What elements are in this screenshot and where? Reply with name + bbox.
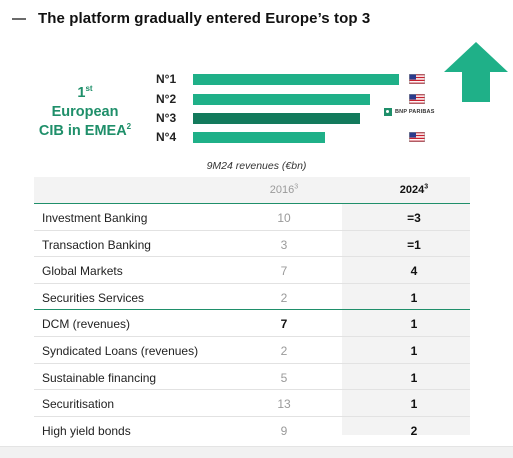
rank-bar-3 (193, 113, 360, 124)
highlight-column (342, 203, 470, 435)
us-flag-icon (409, 132, 425, 142)
up-arrow-icon (444, 42, 508, 102)
cib-label-footnote: 2 (126, 122, 132, 132)
table-row: Securitisation 13 1 (34, 390, 470, 417)
table-subtitle: 9M24 revenues (€bn) (206, 160, 307, 172)
row-label: Transaction Banking (42, 237, 151, 252)
rank-number: 1 (77, 85, 86, 101)
table-row: Securities Services 2 1 (34, 284, 470, 311)
table-row: Sustainable financing 5 1 (34, 364, 470, 391)
bnp-paribas-logo: BNP PARIBAS (384, 108, 435, 116)
row-2024: 1 (410, 317, 418, 332)
table-row: DCM (revenues) 7 1 (34, 310, 470, 337)
rank-label-1: N°1 (156, 72, 177, 86)
rank-bar-4 (193, 132, 325, 143)
title-dash (12, 17, 26, 20)
table-row: Global Markets 7 4 (34, 257, 470, 284)
table-header: 20163 20243 (34, 177, 470, 204)
cib-label-line2: CIB in EMEA (38, 123, 127, 139)
row-label: Sustainable financing (42, 370, 157, 385)
row-2016: 7 (280, 317, 288, 332)
rank-label-4: N°4 (156, 130, 177, 144)
row-2016: 13 (277, 397, 291, 412)
row-2016: 9 (280, 423, 288, 438)
row-2016: 3 (280, 237, 288, 252)
row-2024: 1 (410, 290, 418, 305)
row-2024: =3 (407, 211, 421, 225)
us-flag-icon (409, 94, 425, 104)
title-row: The platform gradually entered Europe’s … (12, 10, 370, 27)
row-label: Global Markets (42, 264, 123, 279)
row-2024: 2 (410, 423, 418, 438)
row-2024: 4 (410, 264, 418, 279)
rank-bar-2 (193, 94, 371, 105)
row-label: Syndicated Loans (revenues) (42, 343, 199, 358)
row-2016: 5 (280, 370, 288, 385)
row-label: Securities Services (42, 290, 145, 305)
row-label: Securitisation (42, 397, 115, 412)
row-label: High yield bonds (42, 423, 131, 438)
row-2024: 1 (410, 370, 418, 385)
row-2024: 1 (410, 343, 418, 358)
row-2016: 2 (280, 290, 288, 305)
rank-bar-1 (193, 74, 399, 85)
row-2024: =1 (407, 237, 421, 252)
rankings-table: 20163 20243 Investment Banking 10 =3 Tra… (34, 177, 470, 442)
cib-label-line1: European (51, 104, 119, 120)
row-label: DCM (revenues) (42, 317, 131, 332)
rank-label-2: N°2 (156, 92, 177, 106)
row-2024: 1 (410, 397, 418, 412)
row-2016: 7 (280, 264, 288, 279)
table-row: High yield bonds 9 2 (34, 417, 470, 443)
row-2016: 10 (277, 211, 291, 225)
rank-suffix: st (85, 84, 93, 94)
bnp-logo-mark (384, 108, 392, 116)
table-row: Investment Banking 10 =3 (34, 204, 470, 231)
us-flag-icon (409, 74, 425, 84)
bnp-logo-text: BNP PARIBAS (395, 109, 435, 115)
header-2016: 20163 (269, 183, 299, 196)
page-title: The platform gradually entered Europe’s … (38, 10, 371, 27)
table-row: Transaction Banking 3 =1 (34, 231, 470, 258)
table-row: Syndicated Loans (revenues) 2 1 (34, 337, 470, 364)
row-2016: 2 (280, 343, 288, 358)
footer-band (0, 446, 513, 458)
row-label: Investment Banking (42, 211, 148, 225)
rank-label-3: N°3 (156, 111, 177, 125)
header-2024: 20243 (399, 183, 429, 196)
cib-ranking-label: 1st European CIB in EMEA2 (20, 84, 150, 141)
